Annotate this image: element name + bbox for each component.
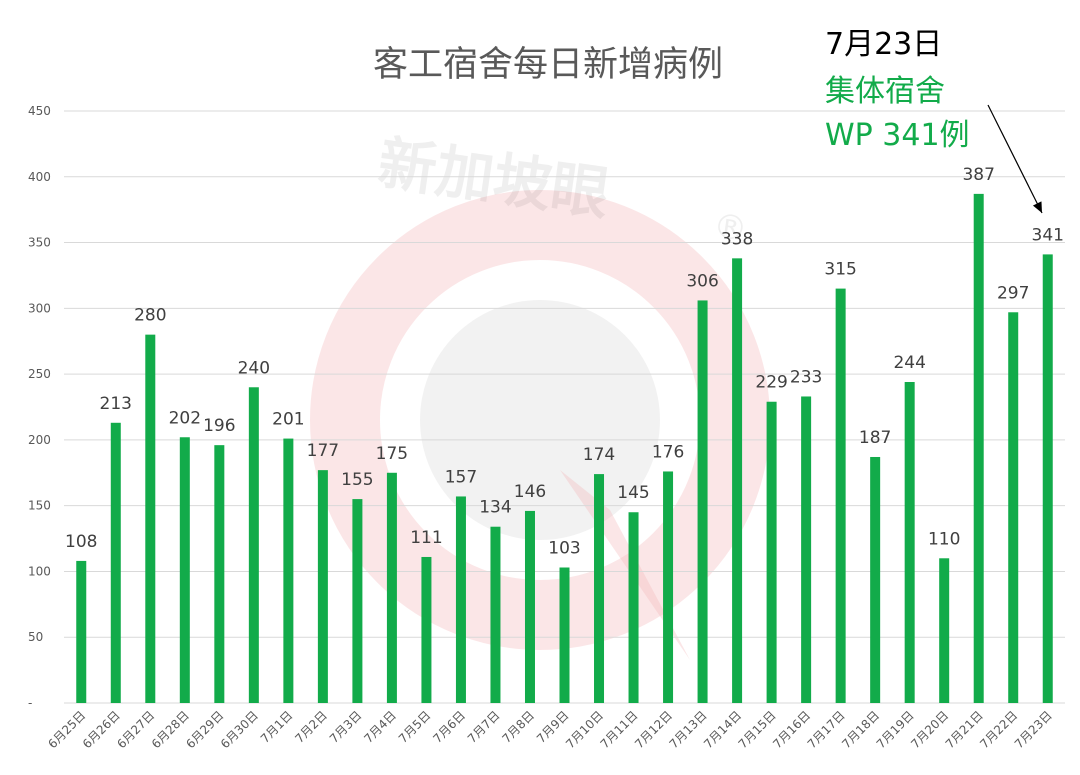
bar (455, 496, 466, 703)
y-tick-label: 100 (28, 564, 51, 578)
data-label: 174 (583, 445, 615, 465)
x-tick-label: 6月30日 (218, 708, 261, 751)
data-label: 280 (134, 306, 166, 326)
y-tick-label: 400 (28, 170, 51, 184)
y-tick-label: 250 (28, 367, 51, 381)
x-tick-label: 7月5日 (396, 708, 434, 746)
data-label: 111 (410, 528, 442, 548)
bar (732, 258, 743, 703)
data-label: 108 (65, 532, 97, 552)
x-tick-label: 7月6日 (430, 708, 468, 746)
watermark-logo: 新加坡眼 ® (310, 129, 770, 660)
data-label: 338 (721, 229, 753, 249)
bar (1042, 254, 1053, 703)
y-tick-label: 300 (28, 301, 51, 315)
x-tick-label: 7月4日 (361, 708, 399, 746)
x-tick-label: 7月8日 (499, 708, 537, 746)
bar (283, 438, 294, 703)
bar (110, 422, 121, 703)
data-label: 134 (479, 498, 511, 518)
bar (628, 512, 639, 703)
bar (663, 471, 674, 703)
data-label: 213 (100, 394, 132, 414)
data-label: 201 (272, 410, 304, 430)
bar (421, 556, 432, 703)
data-label: 306 (686, 271, 718, 291)
x-tick-label: 7月23日 (1012, 708, 1055, 751)
bar (386, 472, 397, 703)
bar (904, 382, 915, 703)
data-label: 177 (307, 441, 339, 461)
y-tick-label: 350 (28, 236, 51, 250)
bar (317, 470, 328, 703)
bar (801, 396, 812, 703)
data-label: 145 (617, 483, 649, 503)
data-label: 110 (928, 529, 960, 549)
bar (179, 437, 190, 703)
data-label: 315 (824, 260, 856, 280)
bar (697, 300, 708, 703)
annotation: 7月23日 集体宿舍 WP 341例 (825, 27, 1043, 214)
annotation-line-1: 集体宿舍 (825, 74, 945, 109)
bar (145, 334, 156, 703)
bar (594, 474, 605, 703)
bar (559, 567, 570, 703)
y-tick-label: 150 (28, 499, 51, 513)
bar (214, 445, 225, 703)
y-axis-ticks: - 50 100 150 200 250 300 350 400 450 (28, 104, 51, 710)
bar (973, 193, 984, 703)
x-tick-label: 7月2日 (292, 708, 330, 746)
data-label: 202 (169, 408, 201, 428)
data-label: 229 (755, 373, 787, 393)
bars (76, 193, 1053, 703)
bar (1008, 312, 1019, 703)
bar (939, 558, 950, 703)
annotation-date: 7月23日 (825, 27, 942, 62)
bar (766, 401, 777, 703)
data-label: 233 (790, 367, 822, 387)
x-axis-ticks: 6月25日6月26日6月27日6月28日6月29日6月30日7月1日7月2日7月… (45, 708, 1055, 751)
y-tick-label: 200 (28, 433, 51, 447)
y-tick-label: - (28, 696, 32, 710)
y-tick-label: 450 (28, 104, 51, 118)
bar (524, 510, 535, 703)
data-label: 146 (514, 482, 546, 502)
data-label: 341 (1032, 225, 1064, 245)
x-tick-label: 7月7日 (465, 708, 503, 746)
annotation-arrow (987, 104, 1043, 214)
gridlines (64, 110, 1065, 704)
bar (490, 526, 501, 703)
data-label: 297 (997, 283, 1029, 303)
bar (352, 499, 363, 703)
data-label: 187 (859, 428, 891, 448)
bar (248, 387, 259, 703)
data-label: 196 (203, 416, 235, 436)
bar (835, 288, 846, 703)
bar (76, 560, 87, 703)
x-tick-label: 7月1日 (258, 708, 296, 746)
data-label: 157 (445, 467, 477, 487)
data-label: 176 (652, 442, 684, 462)
y-tick-label: 50 (28, 630, 43, 644)
annotation-line-2: WP 341例 (825, 118, 970, 153)
data-label: 387 (962, 165, 994, 185)
x-tick-label: 7月3日 (327, 708, 365, 746)
data-label: 103 (548, 538, 580, 558)
data-label: 240 (238, 358, 270, 378)
chart-title: 客工宿舍每日新增病例 (373, 45, 723, 85)
data-label: 244 (893, 353, 925, 373)
data-label: 155 (341, 470, 373, 490)
bar (870, 456, 881, 703)
data-label: 175 (376, 444, 408, 464)
